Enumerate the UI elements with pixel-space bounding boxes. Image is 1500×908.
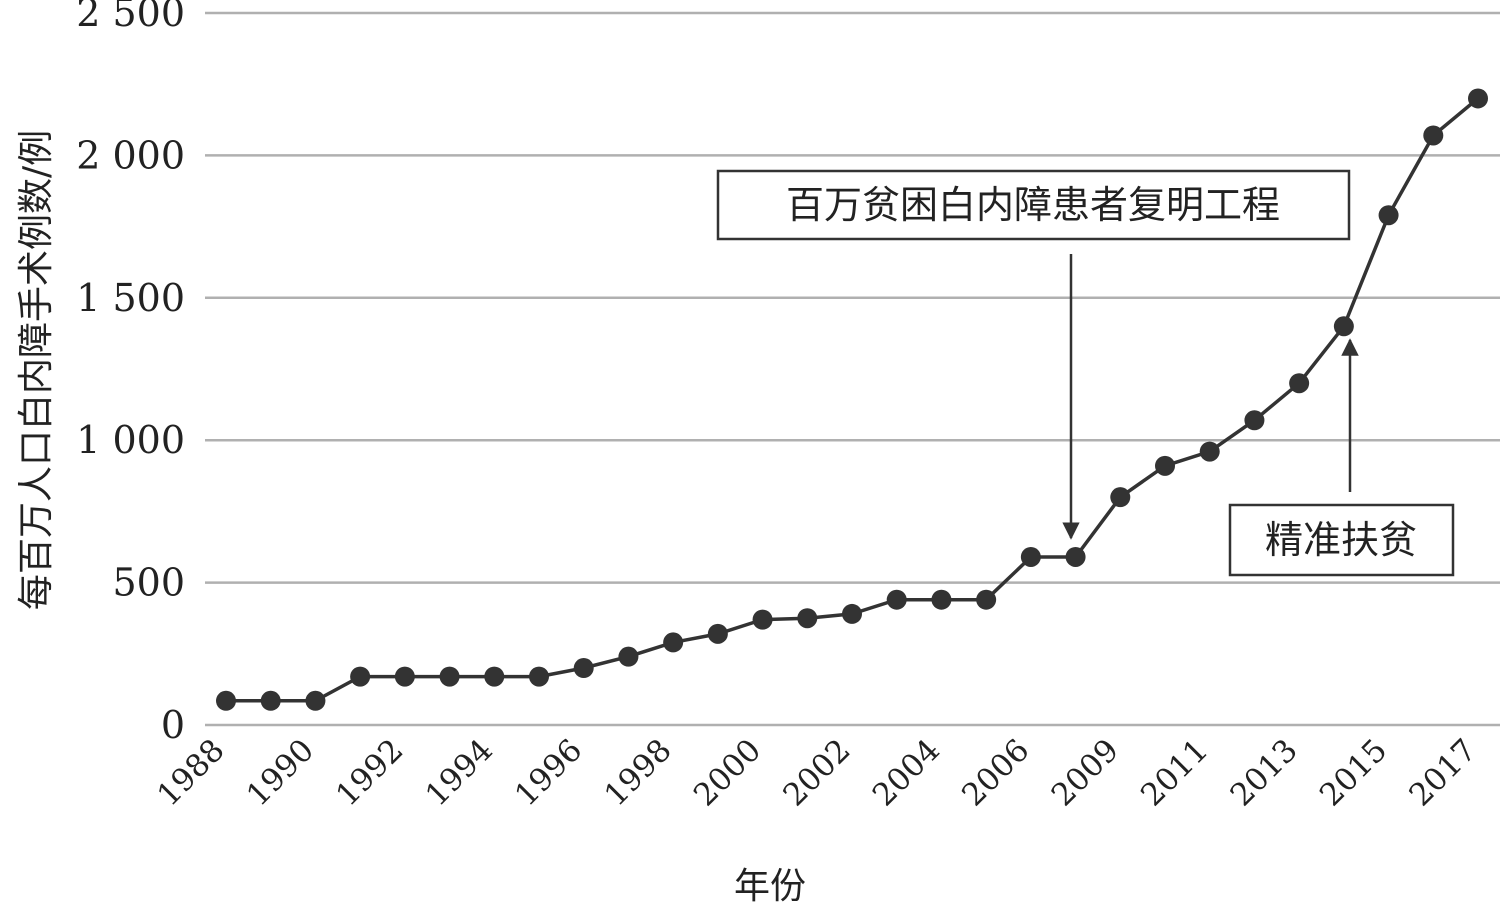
data-point	[529, 666, 549, 687]
data-point	[260, 690, 281, 711]
data-point	[886, 589, 907, 610]
x-tick-label: 2002	[776, 732, 857, 813]
annotation-label: 精准扶贫	[1265, 518, 1417, 562]
annotation-label: 百万贫困白内障患者复明工程	[786, 183, 1280, 227]
data-point	[976, 589, 997, 610]
data-point	[1378, 205, 1399, 226]
data-point	[1468, 88, 1488, 109]
x-tick-label: 2000	[687, 732, 768, 813]
data-point	[1155, 455, 1175, 476]
data-point	[663, 632, 684, 653]
y-tick-label: 2 000	[76, 133, 185, 177]
data-point	[752, 609, 773, 630]
data-point	[1199, 441, 1220, 462]
x-tick-label: 2004	[866, 732, 947, 813]
data-point	[1065, 546, 1086, 567]
y-tick-label: 2 500	[76, 0, 185, 35]
data-point	[439, 666, 460, 687]
y-tick-label: 500	[112, 561, 185, 605]
annotation-box	[716, 169, 1351, 241]
data-point	[1289, 373, 1310, 394]
data-point	[394, 666, 415, 687]
data-point	[797, 608, 818, 629]
data-point	[1110, 487, 1131, 508]
data-point	[1020, 546, 1041, 567]
x-tick-label: 2011	[1134, 732, 1215, 813]
series-points	[216, 88, 1488, 711]
data-point	[842, 603, 862, 624]
y-axis-ticks: 0 500 1 000 1 500 2 000 2 500	[76, 0, 185, 747]
x-axis-title: 年份	[734, 866, 806, 907]
x-tick-label: 1992	[329, 732, 410, 813]
x-tick-label: 2017	[1402, 732, 1483, 813]
data-point	[350, 666, 371, 687]
data-point	[618, 646, 639, 667]
x-tick-label: 1996	[508, 732, 589, 813]
data-point	[1244, 410, 1265, 431]
data-point	[931, 589, 952, 610]
x-tick-label: 1994	[419, 732, 500, 813]
x-tick-label: 2006	[955, 732, 1036, 813]
x-axis-ticks: 1988 1990 1992 1994 1996 1998 2000 2002 2004 2006…	[150, 732, 1483, 813]
data-point	[216, 690, 236, 711]
annotation-box	[1228, 503, 1455, 577]
x-tick-label: 1998	[598, 732, 679, 813]
data-point	[707, 623, 728, 644]
data-point	[305, 690, 326, 711]
gridlines	[205, 11, 1500, 727]
data-point	[484, 666, 505, 687]
data-point	[1423, 125, 1444, 146]
x-tick-label: 2015	[1313, 732, 1394, 813]
y-tick-label: 0	[161, 703, 185, 747]
x-tick-label: 2009	[1045, 732, 1126, 813]
x-tick-label: 2013	[1224, 732, 1305, 813]
x-tick-label: 1990	[240, 732, 321, 813]
data-point	[573, 658, 594, 679]
y-tick-label: 1 000	[76, 418, 185, 462]
y-axis-title: 每百万人口白内障手术例数/例	[16, 130, 57, 610]
data-point	[1333, 316, 1354, 337]
y-tick-label: 1 500	[76, 276, 185, 320]
